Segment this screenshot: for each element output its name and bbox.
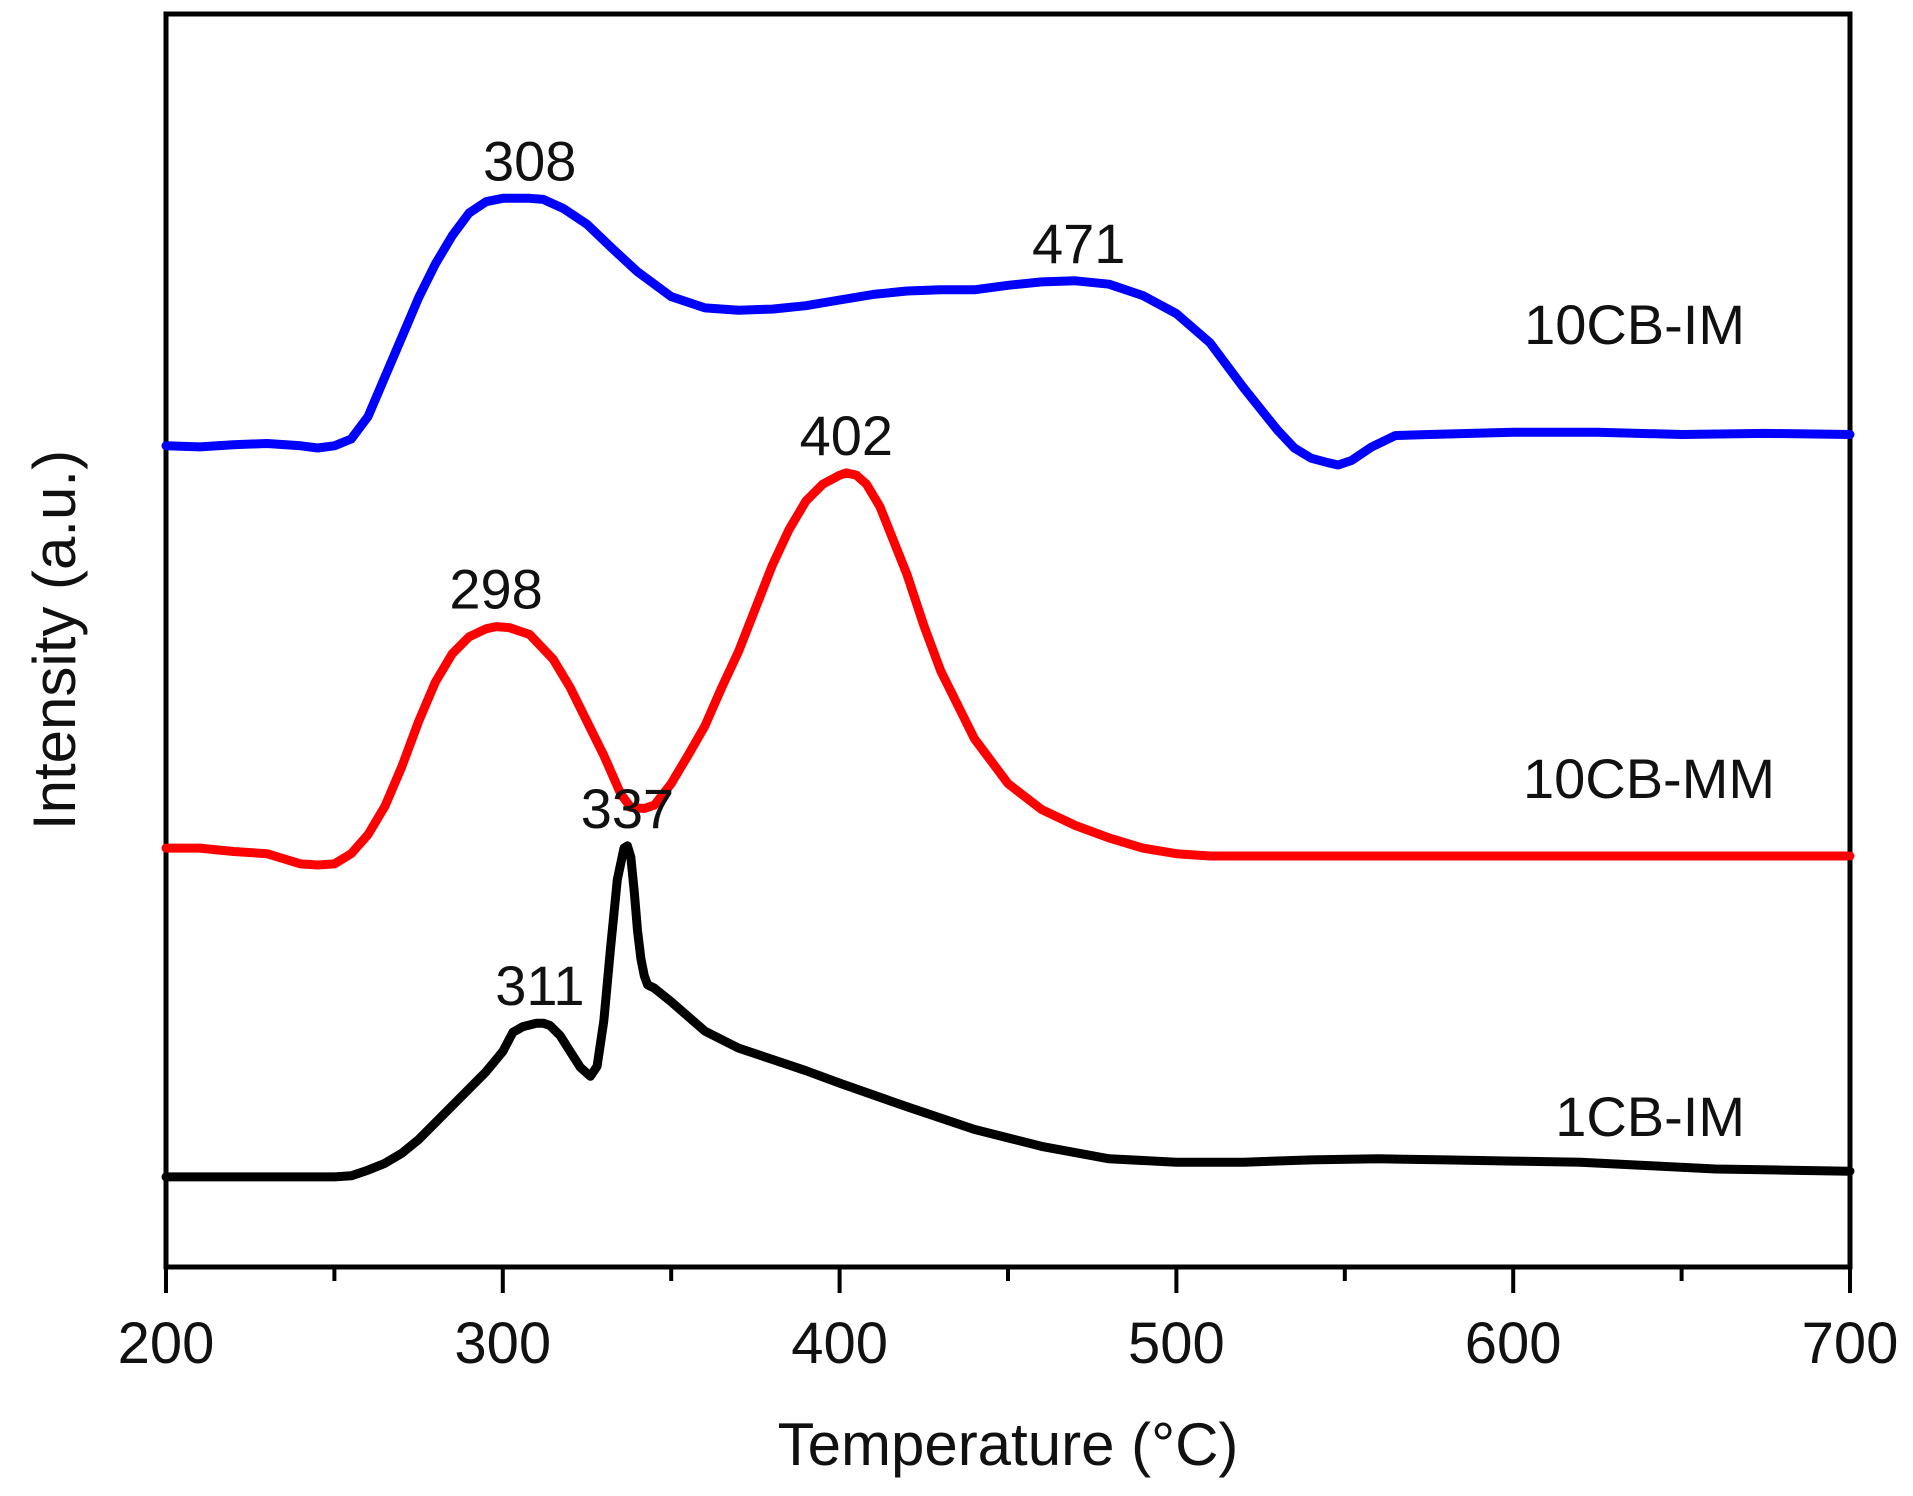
x-tick-label-700: 700 — [1802, 1311, 1899, 1376]
peak-annotations: 308 471 298 402 311 337 — [449, 129, 1125, 1017]
peak-label-298: 298 — [449, 558, 542, 621]
peak-label-311: 311 — [495, 954, 584, 1017]
peak-label-308: 308 — [483, 129, 576, 192]
y-axis-title: Intensity (a.u.) — [21, 450, 88, 830]
plot-frame — [163, 11, 1853, 1270]
x-tick-label-300: 300 — [454, 1311, 551, 1376]
series-labels: 10CB-IM 10CB-MM 1CB-IM — [1523, 293, 1775, 1148]
x-tick-label-600: 600 — [1465, 1311, 1562, 1376]
series-line-10cb-im — [161, 193, 1855, 470]
series-line-1cb-im — [161, 841, 1855, 1182]
x-tick-label-400: 400 — [791, 1311, 888, 1376]
x-tick-label-500: 500 — [1128, 1311, 1225, 1376]
series-label-10cb-mm: 10CB-MM — [1523, 747, 1775, 810]
peak-label-471: 471 — [1032, 212, 1125, 275]
x-axis-title: Temperature (°C) — [778, 1411, 1239, 1478]
series-label-1cb-im: 1CB-IM — [1555, 1085, 1745, 1148]
x-axis-tick-labels: 200 300 400 500 600 700 — [118, 1311, 1899, 1376]
x-tick-label-200: 200 — [118, 1311, 215, 1376]
series-label-10cb-im: 10CB-IM — [1524, 293, 1745, 356]
x-axis-ticks — [164, 1267, 1852, 1293]
series-curves — [161, 193, 1855, 1182]
peak-label-402: 402 — [800, 404, 893, 467]
peak-label-337: 337 — [581, 777, 674, 840]
series-line-10cb-mm — [161, 468, 1855, 870]
